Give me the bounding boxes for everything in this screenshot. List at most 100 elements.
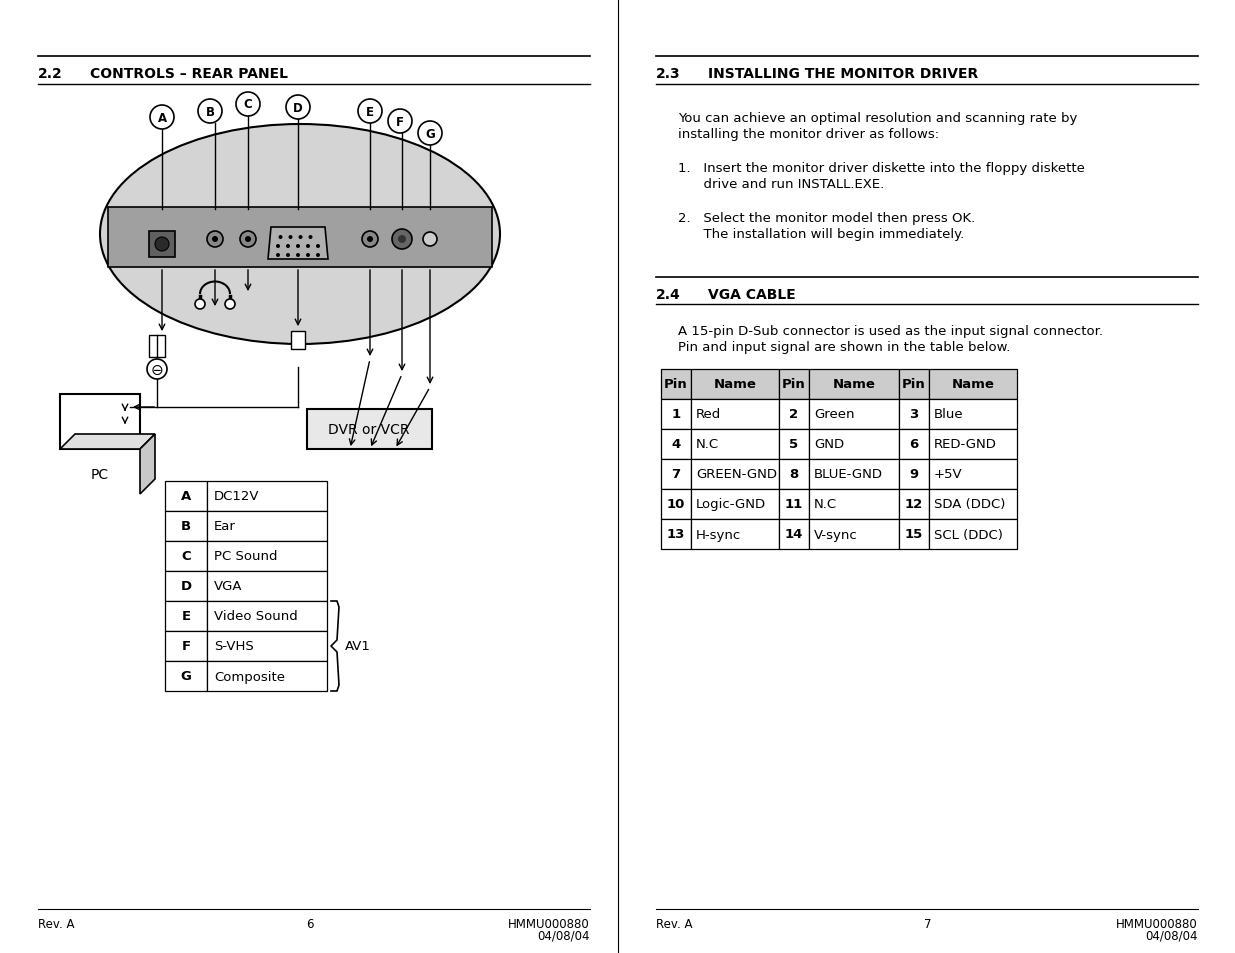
Circle shape bbox=[398, 235, 406, 244]
Circle shape bbox=[296, 253, 300, 257]
FancyBboxPatch shape bbox=[899, 459, 929, 490]
Text: Rev. A: Rev. A bbox=[38, 917, 74, 930]
Circle shape bbox=[147, 359, 167, 379]
Text: Pin: Pin bbox=[902, 378, 926, 391]
Circle shape bbox=[245, 236, 251, 243]
FancyBboxPatch shape bbox=[809, 399, 899, 430]
FancyBboxPatch shape bbox=[207, 512, 327, 541]
Text: 6: 6 bbox=[909, 438, 919, 451]
Text: 7: 7 bbox=[672, 468, 680, 481]
FancyBboxPatch shape bbox=[899, 490, 929, 519]
Circle shape bbox=[275, 245, 280, 249]
Text: INSTALLING THE MONITOR DRIVER: INSTALLING THE MONITOR DRIVER bbox=[708, 67, 978, 81]
Text: Green: Green bbox=[814, 408, 855, 421]
FancyBboxPatch shape bbox=[165, 481, 207, 512]
Polygon shape bbox=[268, 228, 329, 260]
FancyBboxPatch shape bbox=[779, 459, 809, 490]
Text: F: F bbox=[182, 639, 190, 653]
FancyBboxPatch shape bbox=[692, 430, 779, 459]
Circle shape bbox=[287, 96, 310, 120]
Text: 7: 7 bbox=[924, 917, 931, 930]
FancyBboxPatch shape bbox=[661, 459, 692, 490]
Text: C: C bbox=[182, 550, 191, 563]
Text: 13: 13 bbox=[667, 528, 685, 541]
FancyBboxPatch shape bbox=[809, 430, 899, 459]
Circle shape bbox=[236, 92, 261, 117]
Text: Composite: Composite bbox=[214, 670, 285, 682]
Text: Red: Red bbox=[697, 408, 721, 421]
FancyBboxPatch shape bbox=[779, 430, 809, 459]
FancyBboxPatch shape bbox=[207, 631, 327, 661]
Text: PC Sound: PC Sound bbox=[214, 550, 278, 563]
Text: HMMU000880: HMMU000880 bbox=[1116, 917, 1198, 930]
Circle shape bbox=[287, 245, 290, 249]
Text: You can achieve an optimal resolution and scanning rate by: You can achieve an optimal resolution an… bbox=[678, 112, 1077, 125]
Text: N.C: N.C bbox=[814, 498, 837, 511]
Text: Blue: Blue bbox=[934, 408, 963, 421]
FancyBboxPatch shape bbox=[899, 399, 929, 430]
Text: PC: PC bbox=[91, 468, 109, 481]
Text: 1.   Insert the monitor driver diskette into the floppy diskette: 1. Insert the monitor driver diskette in… bbox=[678, 162, 1084, 174]
FancyBboxPatch shape bbox=[809, 490, 899, 519]
Text: SCL (DDC): SCL (DDC) bbox=[934, 528, 1003, 541]
Text: 1: 1 bbox=[672, 408, 680, 421]
Text: SDA (DDC): SDA (DDC) bbox=[934, 498, 1005, 511]
Circle shape bbox=[225, 299, 235, 310]
Circle shape bbox=[391, 230, 412, 250]
FancyBboxPatch shape bbox=[929, 430, 1016, 459]
FancyBboxPatch shape bbox=[149, 335, 165, 357]
Circle shape bbox=[309, 235, 312, 240]
Text: DC12V: DC12V bbox=[214, 490, 259, 503]
Circle shape bbox=[287, 253, 290, 257]
Circle shape bbox=[316, 253, 320, 257]
Text: The installation will begin immediately.: The installation will begin immediately. bbox=[678, 228, 965, 241]
Text: GND: GND bbox=[814, 438, 845, 451]
FancyBboxPatch shape bbox=[929, 490, 1016, 519]
FancyBboxPatch shape bbox=[779, 370, 809, 399]
Text: 14: 14 bbox=[784, 528, 803, 541]
FancyBboxPatch shape bbox=[929, 519, 1016, 550]
Text: HMMU000880: HMMU000880 bbox=[509, 917, 590, 930]
FancyBboxPatch shape bbox=[929, 370, 1016, 399]
Text: Ear: Ear bbox=[214, 520, 236, 533]
Circle shape bbox=[358, 100, 382, 124]
Text: 2.   Select the monitor model then press OK.: 2. Select the monitor model then press O… bbox=[678, 212, 976, 225]
Text: A: A bbox=[157, 112, 167, 125]
FancyBboxPatch shape bbox=[692, 399, 779, 430]
FancyBboxPatch shape bbox=[207, 572, 327, 601]
FancyBboxPatch shape bbox=[779, 519, 809, 550]
FancyBboxPatch shape bbox=[661, 370, 692, 399]
Text: E: E bbox=[182, 610, 190, 623]
Text: ⊖: ⊖ bbox=[151, 362, 163, 377]
Ellipse shape bbox=[100, 125, 500, 345]
Text: Pin and input signal are shown in the table below.: Pin and input signal are shown in the ta… bbox=[678, 340, 1010, 354]
Circle shape bbox=[198, 100, 222, 124]
FancyBboxPatch shape bbox=[165, 541, 207, 572]
Text: G: G bbox=[425, 128, 435, 140]
FancyBboxPatch shape bbox=[207, 541, 327, 572]
FancyBboxPatch shape bbox=[61, 395, 140, 450]
FancyBboxPatch shape bbox=[291, 332, 305, 350]
Text: 2: 2 bbox=[789, 408, 799, 421]
FancyBboxPatch shape bbox=[165, 631, 207, 661]
FancyBboxPatch shape bbox=[779, 399, 809, 430]
FancyBboxPatch shape bbox=[692, 370, 779, 399]
Text: RED-GND: RED-GND bbox=[934, 438, 997, 451]
FancyBboxPatch shape bbox=[899, 430, 929, 459]
Polygon shape bbox=[61, 435, 156, 450]
Text: AV1: AV1 bbox=[345, 639, 370, 653]
Text: A: A bbox=[180, 490, 191, 503]
FancyBboxPatch shape bbox=[165, 512, 207, 541]
Text: CONTROLS – REAR PANEL: CONTROLS – REAR PANEL bbox=[90, 67, 288, 81]
Text: B: B bbox=[205, 106, 215, 118]
FancyBboxPatch shape bbox=[207, 601, 327, 631]
FancyBboxPatch shape bbox=[165, 661, 207, 691]
FancyBboxPatch shape bbox=[107, 208, 492, 268]
Text: Name: Name bbox=[951, 378, 994, 391]
Text: 15: 15 bbox=[905, 528, 923, 541]
Text: C: C bbox=[243, 98, 252, 112]
Text: 11: 11 bbox=[785, 498, 803, 511]
Circle shape bbox=[362, 232, 378, 248]
Circle shape bbox=[289, 235, 293, 240]
Text: 2.4: 2.4 bbox=[656, 288, 680, 302]
